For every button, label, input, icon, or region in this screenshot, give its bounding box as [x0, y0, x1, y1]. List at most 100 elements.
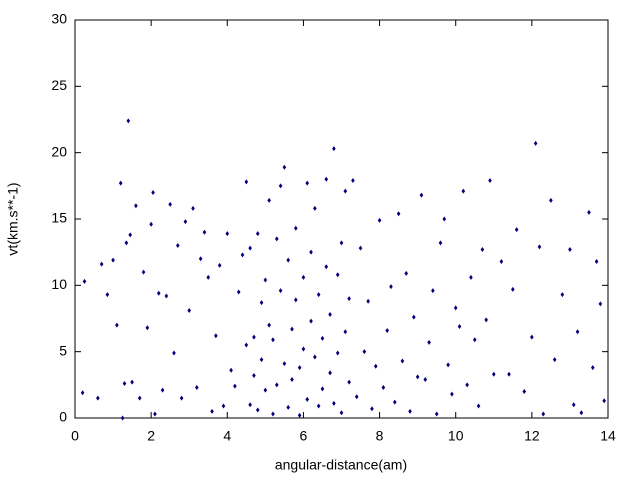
point	[560, 292, 565, 298]
point	[305, 396, 310, 402]
point	[214, 333, 218, 339]
point	[335, 272, 340, 278]
point	[225, 231, 230, 237]
point	[128, 232, 133, 238]
y-tick-label: 10	[51, 276, 67, 292]
point	[278, 288, 283, 294]
point	[461, 188, 466, 194]
point	[164, 293, 169, 299]
point	[381, 384, 386, 390]
point	[438, 240, 443, 246]
y-tick-label: 30	[51, 11, 67, 27]
point	[248, 245, 252, 251]
point	[217, 262, 222, 268]
point	[434, 411, 439, 417]
point	[602, 398, 606, 404]
y-axis-label: vt(km.s**-1)	[5, 182, 21, 255]
point	[442, 216, 447, 222]
point	[594, 258, 599, 264]
point	[511, 286, 515, 292]
point	[491, 371, 496, 377]
point	[122, 381, 127, 387]
point	[274, 236, 279, 242]
y-tick-label: 15	[51, 210, 67, 226]
point	[191, 205, 195, 211]
point	[332, 400, 336, 406]
point	[255, 407, 260, 413]
point	[297, 412, 302, 418]
x-axis-label: angular-distance(am)	[275, 457, 407, 473]
point	[286, 257, 290, 263]
x-tick-label: 8	[376, 428, 384, 444]
point	[124, 240, 129, 246]
point	[507, 371, 511, 377]
point	[236, 289, 241, 295]
point	[404, 270, 409, 276]
point	[105, 292, 110, 298]
point	[301, 274, 306, 280]
point	[271, 411, 275, 417]
point	[137, 395, 142, 401]
point	[290, 377, 294, 383]
point	[126, 118, 131, 124]
point	[457, 323, 462, 329]
point	[522, 388, 527, 394]
point	[453, 305, 458, 311]
point	[541, 411, 546, 417]
point	[96, 395, 100, 401]
point	[263, 387, 268, 393]
point	[244, 179, 249, 185]
point	[183, 219, 188, 225]
point	[469, 274, 473, 280]
point	[549, 197, 553, 203]
point	[324, 176, 329, 182]
point	[419, 192, 424, 198]
point	[145, 325, 150, 331]
point	[465, 382, 469, 388]
point	[149, 221, 153, 227]
point	[347, 296, 351, 302]
x-tick-label: 14	[600, 428, 616, 444]
point	[590, 365, 595, 371]
x-tick-label: 6	[300, 428, 308, 444]
point	[233, 383, 237, 389]
point	[179, 395, 184, 401]
point	[263, 277, 268, 283]
point	[480, 247, 485, 253]
point	[400, 358, 405, 364]
point	[115, 322, 119, 328]
point	[267, 322, 271, 328]
point	[347, 379, 351, 385]
point	[297, 365, 302, 371]
point	[320, 335, 325, 341]
point	[514, 227, 519, 233]
point	[151, 189, 155, 195]
point	[351, 178, 355, 184]
point	[313, 205, 317, 211]
y-tick-label: 20	[51, 143, 67, 159]
point	[571, 402, 576, 408]
point	[343, 329, 348, 335]
point	[423, 377, 428, 383]
point	[472, 337, 477, 343]
point	[579, 410, 584, 416]
point	[198, 256, 203, 262]
point	[206, 274, 211, 280]
x-tick-label: 2	[147, 428, 155, 444]
point	[282, 164, 287, 170]
point	[537, 244, 542, 250]
point	[134, 203, 138, 209]
point	[530, 334, 534, 340]
point	[286, 404, 290, 410]
point	[301, 346, 306, 352]
point	[484, 317, 488, 323]
point	[366, 298, 370, 304]
point	[339, 410, 344, 416]
point	[309, 249, 313, 255]
point	[252, 373, 256, 379]
point	[305, 180, 310, 186]
point	[202, 229, 207, 235]
point	[568, 247, 572, 253]
